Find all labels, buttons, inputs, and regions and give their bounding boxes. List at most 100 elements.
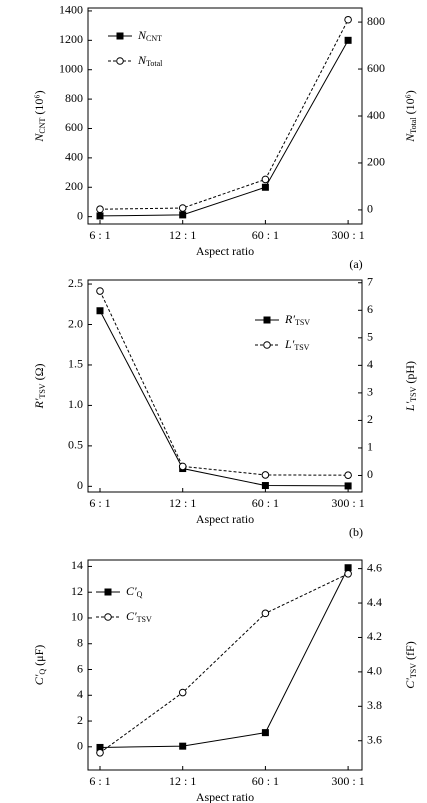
data-point (344, 569, 352, 578)
y-axis-label-main: C′ (32, 674, 46, 685)
data-point (96, 212, 104, 220)
y-axis-label-main: R′ (32, 398, 46, 409)
legend-label: NCNT (137, 28, 162, 43)
data-point (261, 471, 270, 479)
data-point (344, 471, 352, 480)
y2-tick-label: 4.6 (367, 560, 382, 574)
series-line (99, 573, 349, 754)
x-axis-label: Aspect ratio (196, 244, 254, 258)
legend-label: C′Q (126, 584, 143, 599)
y2-tick-label: 6 (367, 302, 373, 316)
legend-label: NTotal (137, 53, 163, 68)
y2-tick-label: 1 (367, 440, 373, 454)
legend-label: R′TSV (284, 312, 310, 327)
y-axis-label-sub: CNT (38, 117, 47, 133)
y2-axis-label-sub: Total (409, 117, 418, 134)
data-point (178, 688, 187, 697)
legend-label: L′TSV (284, 337, 310, 352)
y-axis-label-unit: (10⁶) (32, 90, 46, 114)
data-point (178, 462, 187, 471)
series-line (99, 310, 349, 487)
data-point (179, 742, 187, 750)
y2-axis-label-main: L′ (403, 401, 417, 412)
y-tick-label: 0 (77, 739, 83, 753)
legend-label-main: L′ (284, 337, 295, 351)
x-tick-label: 300 : 1 (331, 496, 364, 510)
y2-axis-label-sub: TSV (409, 386, 418, 401)
data-point (96, 748, 104, 757)
series-line (99, 290, 349, 476)
y-tick-label: 2 (77, 713, 83, 727)
legend-label-main: R′ (284, 312, 295, 326)
x-tick-label: 12 : 1 (169, 228, 196, 242)
data-point (179, 211, 187, 219)
legend-marker (104, 613, 112, 621)
y2-tick-label: 3 (367, 385, 373, 399)
legend-marker (104, 588, 112, 596)
y2-tick-label: 5 (367, 330, 373, 344)
data-point (96, 743, 104, 751)
y-tick-label: 14 (71, 558, 83, 572)
y2-axis-label-main: C′ (403, 678, 417, 689)
plot-frame (87, 559, 363, 771)
y-tick-label: 8 (77, 635, 83, 649)
legend-label-sub: TSV (137, 615, 152, 624)
data-point (96, 205, 104, 214)
x-axis-label: Aspect ratio (196, 512, 254, 526)
legend-marker (116, 32, 124, 40)
y2-axis-label-unit: (fF) (403, 641, 417, 660)
data-point (344, 564, 352, 572)
plot-frame (87, 7, 363, 225)
y-tick-label: 6 (77, 661, 83, 675)
x-tick-label: 60 : 1 (252, 774, 279, 788)
panel-label: (b) (349, 525, 363, 539)
y-tick-label: 400 (65, 150, 83, 164)
y-tick-label: 4 (77, 687, 83, 701)
y-tick-label: 12 (71, 584, 83, 598)
y-axis-label-sub: TSV (38, 383, 47, 398)
y2-tick-label: 4.4 (367, 595, 382, 609)
data-point (261, 729, 269, 737)
legend-label-main: C′ (126, 609, 137, 623)
y2-tick-label: 200 (367, 155, 385, 169)
y2-tick-label: 4 (367, 357, 373, 371)
y2-tick-label: 400 (367, 108, 385, 122)
x-tick-label: 12 : 1 (169, 774, 196, 788)
series-line (99, 40, 349, 217)
data-point (261, 482, 269, 490)
data-point (96, 287, 104, 295)
y2-tick-label: 600 (367, 61, 385, 75)
y-axis-label-unit: (μF) (32, 645, 46, 666)
y2-axis-label-unit: (10⁶) (403, 90, 417, 114)
y2-tick-label: 0 (367, 467, 373, 481)
y-tick-label: 2.5 (68, 276, 83, 290)
y-tick-label: 1.0 (68, 397, 83, 411)
y-axis-label-main: N (32, 133, 46, 143)
x-tick-label: 6 : 1 (89, 228, 110, 242)
legend-label-sub: TSV (295, 318, 310, 327)
legend-marker (263, 316, 271, 324)
y-axis-label-unit: (Ω) (32, 363, 46, 380)
y2-tick-label: 4.0 (367, 664, 382, 678)
data-point (261, 609, 270, 618)
plot-frame (87, 279, 363, 493)
x-tick-label: 60 : 1 (252, 496, 279, 510)
data-point (178, 204, 187, 212)
y-axis-label: C′Q (μF) (32, 645, 47, 686)
series-line (99, 567, 349, 748)
y-axis-label-sub: Q (38, 669, 47, 675)
y2-tick-label: 0 (367, 202, 373, 216)
x-tick-label: 6 : 1 (89, 774, 110, 788)
y-tick-label: 0.5 (68, 438, 83, 452)
x-axis-label: Aspect ratio (196, 790, 254, 803)
y2-tick-label: 3.6 (367, 732, 382, 746)
x-tick-label: 12 : 1 (169, 496, 196, 510)
legend-label-main: N (137, 28, 147, 42)
panel-label: (a) (349, 257, 362, 271)
y2-tick-label: 800 (367, 14, 385, 28)
legend-label-sub: Q (137, 590, 143, 599)
x-tick-label: 6 : 1 (89, 496, 110, 510)
y2-axis-label: C′TSV (fF) (403, 641, 418, 688)
y-tick-label: 1400 (59, 3, 83, 17)
data-point (261, 183, 269, 191)
